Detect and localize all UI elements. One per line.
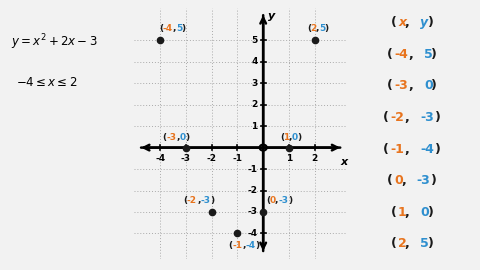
Text: ): ) <box>181 24 185 33</box>
Text: 4: 4 <box>251 57 257 66</box>
Text: ,: , <box>402 174 411 187</box>
Text: (: ( <box>383 111 389 124</box>
Text: ): ) <box>297 133 301 143</box>
Text: 0: 0 <box>292 133 298 143</box>
Text: -3: -3 <box>395 79 408 92</box>
Text: (: ( <box>387 48 393 61</box>
Text: ): ) <box>256 241 260 250</box>
Text: (: ( <box>266 196 270 205</box>
Text: 2: 2 <box>398 237 407 250</box>
Text: -4: -4 <box>155 154 165 163</box>
Text: $y = x^2 + 2x - 3$: $y = x^2 + 2x - 3$ <box>11 32 97 52</box>
Text: 1: 1 <box>251 122 257 131</box>
Text: ): ) <box>288 196 292 205</box>
Text: -3: -3 <box>420 111 434 124</box>
Text: -4: -4 <box>420 143 434 156</box>
Text: ): ) <box>431 174 437 187</box>
Text: -4: -4 <box>395 48 408 61</box>
Text: ,: , <box>406 111 415 124</box>
Text: ,: , <box>197 196 201 205</box>
Text: ): ) <box>211 196 215 205</box>
Text: -3: -3 <box>417 174 430 187</box>
Text: 3: 3 <box>251 79 257 88</box>
Text: ,: , <box>409 48 418 61</box>
Text: 1: 1 <box>398 206 407 219</box>
Text: 2: 2 <box>311 24 317 33</box>
Text: -3: -3 <box>248 207 257 217</box>
Text: ,: , <box>242 241 246 250</box>
Text: -1: -1 <box>248 164 257 174</box>
Text: 0: 0 <box>270 196 276 205</box>
Text: 2: 2 <box>312 154 318 163</box>
Text: -2: -2 <box>207 154 216 163</box>
Text: ,: , <box>406 143 415 156</box>
Text: y: y <box>268 11 276 21</box>
Text: 5: 5 <box>424 48 432 61</box>
Text: ): ) <box>428 237 433 250</box>
Text: (: ( <box>391 237 396 250</box>
Text: (: ( <box>228 241 232 250</box>
Text: -4: -4 <box>247 229 257 238</box>
Text: ,: , <box>409 79 418 92</box>
Text: -3: -3 <box>278 196 288 205</box>
Text: ): ) <box>428 206 433 219</box>
Text: (: ( <box>391 16 396 29</box>
Text: (: ( <box>387 174 393 187</box>
Text: ): ) <box>431 48 437 61</box>
Text: -2: -2 <box>187 196 197 205</box>
Text: -1: -1 <box>232 154 242 163</box>
Text: 5: 5 <box>420 237 429 250</box>
Text: -2: -2 <box>391 111 405 124</box>
Text: (: ( <box>280 133 284 143</box>
Text: 5: 5 <box>319 24 325 33</box>
Text: 1: 1 <box>286 154 292 163</box>
Text: ,: , <box>173 24 176 33</box>
Text: y: y <box>420 16 428 29</box>
Text: ,: , <box>288 133 292 143</box>
Text: (: ( <box>383 143 389 156</box>
Text: (: ( <box>159 24 163 33</box>
Text: (: ( <box>163 133 167 143</box>
Text: -2: -2 <box>248 186 257 195</box>
Text: ): ) <box>435 111 441 124</box>
Text: -3: -3 <box>167 133 176 143</box>
Text: -4: -4 <box>162 24 173 33</box>
Text: ): ) <box>428 16 433 29</box>
Text: -4: -4 <box>245 241 255 250</box>
Text: -3: -3 <box>200 196 210 205</box>
Text: 0: 0 <box>180 133 186 143</box>
Text: ,: , <box>316 24 319 33</box>
Text: 0: 0 <box>395 174 403 187</box>
Text: ,: , <box>275 196 278 205</box>
Text: -1: -1 <box>232 241 242 250</box>
Text: 0: 0 <box>424 79 432 92</box>
Text: (: ( <box>387 79 393 92</box>
Text: ): ) <box>185 133 189 143</box>
Text: ): ) <box>435 143 441 156</box>
Text: ): ) <box>431 79 437 92</box>
Text: ): ) <box>324 24 328 33</box>
Text: (: ( <box>183 196 188 205</box>
Text: ,: , <box>177 133 180 143</box>
Text: x: x <box>398 16 406 29</box>
Text: ,: , <box>406 206 415 219</box>
Text: 5: 5 <box>176 24 182 33</box>
Text: 1: 1 <box>284 133 290 143</box>
Text: 0: 0 <box>420 206 429 219</box>
Text: $-4 \leq x \leq 2$: $-4 \leq x \leq 2$ <box>16 76 78 89</box>
Text: -3: -3 <box>181 154 191 163</box>
Text: 5: 5 <box>251 36 257 45</box>
Text: (: ( <box>307 24 311 33</box>
Text: x: x <box>341 157 348 167</box>
Text: -1: -1 <box>391 143 405 156</box>
Text: ,: , <box>406 16 415 29</box>
Text: 2: 2 <box>251 100 257 109</box>
Text: ,: , <box>406 237 415 250</box>
Text: (: ( <box>391 206 396 219</box>
